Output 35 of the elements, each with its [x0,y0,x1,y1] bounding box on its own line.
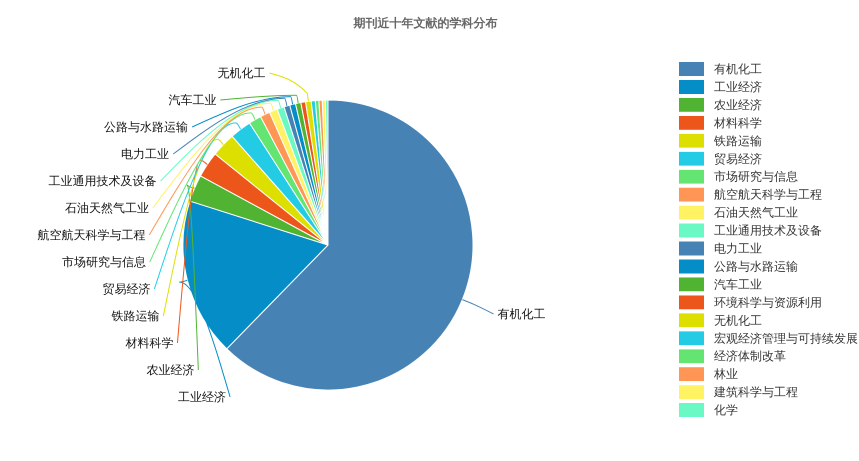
legend-label: 林业 [713,367,738,382]
slice-label: 公路与水路运输 [104,120,188,134]
slice-label: 工业经济 [178,390,226,404]
legend-label: 环境科学与资源利用 [714,295,822,310]
legend-label: 建筑科学与工程 [713,385,798,400]
legend-label: 工业通用技术及设备 [714,224,822,238]
slice-label: 电力工业 [121,147,170,161]
legend-label: 有机化工 [714,62,762,76]
slice-label: 农业经济 [146,363,194,377]
legend-label: 农业经济 [714,98,762,112]
legend-label: 材料科学 [713,116,762,130]
slice-label: 无机化工 [218,66,266,80]
slice-label: 铁路运输 [110,309,160,323]
chart-title: 期刊近十年文献的学科分布 [352,16,498,30]
slice-label: 有机化工 [498,306,546,321]
legend-label: 市场研究与信息 [714,170,798,184]
slice-label: 材料科学 [124,336,174,350]
slice-label: 石油天然气工业 [64,201,149,215]
legend-label: 无机化工 [714,313,762,328]
legend-label: 工业经济 [714,80,762,94]
legend-label: 公路与水路运输 [714,259,798,274]
legend-label: 贸易经济 [714,152,762,166]
slice-label: 工业通用技术及设备 [48,174,157,188]
legend-label: 化学 [714,403,738,418]
slice-label: 航空航天科学与工程 [37,228,146,242]
legend-label: 宏观经济管理与可持续发展 [714,331,858,346]
slice-label: 汽车工业 [168,93,216,107]
legend-label: 航空航天科学与工程 [714,188,822,202]
legend-label: 铁路运输 [713,134,762,148]
legend-label: 电力工业 [714,242,762,256]
slice-label: 市场研究与信息 [62,255,146,269]
slice-label: 贸易经济 [102,282,150,296]
legend-label: 经济体制改革 [714,349,786,364]
legend-label: 石油天然气工业 [714,206,798,220]
legend-label: 汽车工业 [714,277,762,292]
